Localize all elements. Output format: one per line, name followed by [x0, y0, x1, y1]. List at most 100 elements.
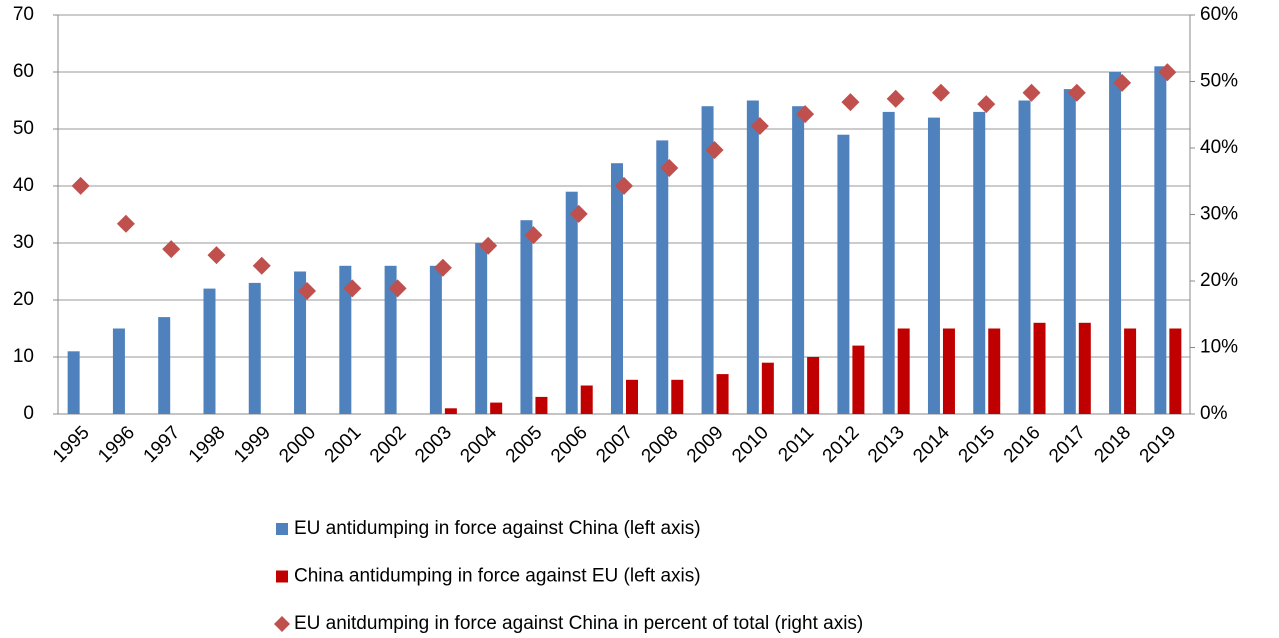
y-tick-label: 60: [13, 61, 34, 82]
x-tick-label: 2000: [275, 422, 320, 467]
y2-tick-label: 30%: [1200, 204, 1238, 225]
legend-label: EU antidumping in force against China (l…: [294, 518, 701, 539]
diamond-marker: [252, 256, 271, 275]
bar: [807, 357, 820, 414]
diamond-marker: [388, 279, 407, 298]
diamond-marker: [931, 83, 950, 102]
bar: [429, 265, 442, 414]
bar: [927, 117, 940, 414]
diamond-marker: [977, 95, 996, 114]
bar: [973, 111, 986, 415]
legend-swatch: [274, 616, 290, 632]
diamond-marker: [615, 176, 633, 195]
diamond-marker: [343, 279, 362, 298]
bar: [611, 163, 623, 414]
x-tick-label: 2001: [321, 422, 366, 467]
diamond-marker: [162, 240, 181, 259]
legend-swatch: [276, 523, 288, 535]
bar: [988, 328, 1001, 414]
diamond-marker: [524, 226, 543, 245]
bar: [1109, 72, 1122, 414]
y2-tick-label: 20%: [1200, 270, 1238, 291]
diamond-marker: [1158, 63, 1177, 82]
y2-tick-label: 60%: [1200, 4, 1238, 25]
bar: [248, 282, 261, 414]
y-tick-label: 0: [23, 403, 34, 424]
bar: [716, 374, 729, 414]
bar: [1063, 89, 1076, 414]
bar: [475, 243, 488, 414]
bar: [203, 288, 216, 414]
bar: [490, 402, 503, 414]
diamond-marker: [660, 158, 679, 177]
bar: [671, 379, 684, 414]
x-tick-label: 2015: [955, 422, 1000, 467]
bar: [444, 408, 457, 414]
x-tick-label: 2019: [1136, 422, 1181, 467]
x-tick-label: 2004: [456, 422, 501, 467]
y-tick-label: 10: [13, 346, 34, 367]
diamond-marker: [750, 117, 769, 136]
diamond-marker: [1022, 83, 1041, 102]
x-tick-label: 2010: [728, 422, 773, 467]
x-tick-label: 1995: [49, 422, 94, 467]
bar: [384, 265, 397, 414]
bar: [882, 111, 895, 415]
bar: [761, 362, 774, 414]
bar: [339, 265, 352, 414]
bar: [565, 191, 578, 414]
diamond-marker: [433, 258, 452, 277]
y-tick-label: 20: [13, 289, 34, 310]
y2-tick-label: 10%: [1200, 337, 1238, 358]
x-tick-label: 1997: [140, 422, 185, 467]
bar: [158, 317, 171, 414]
x-tick-label: 2003: [411, 422, 456, 467]
x-tick-label: 2018: [1090, 422, 1135, 467]
y2-tick-label: 0%: [1200, 403, 1228, 424]
bar: [792, 106, 805, 414]
x-tick-label: 2007: [592, 422, 637, 467]
diamond-marker: [207, 246, 226, 265]
bar: [837, 134, 850, 414]
legend-label: EU anitdumping in force against China in…: [294, 613, 863, 634]
bar: [535, 396, 548, 414]
bar: [1018, 100, 1031, 414]
diamond-marker: [479, 236, 498, 255]
x-tick-label: 2008: [638, 422, 683, 467]
x-tick-label: 1999: [230, 422, 275, 467]
y-tick-label: 70: [13, 4, 34, 25]
diamond-marker: [1113, 73, 1132, 92]
x-tick-label: 2014: [909, 422, 954, 467]
diamond-marker: [298, 281, 317, 300]
bar: [746, 100, 759, 414]
bar: [942, 328, 955, 414]
bar: [1169, 328, 1182, 414]
bar: [1154, 66, 1167, 415]
bar: [580, 385, 593, 414]
diamond-marker: [796, 105, 815, 124]
diamond-marker: [705, 140, 724, 159]
legend-label: China antidumping in force against EU (l…: [294, 566, 701, 587]
diamond-marker: [886, 89, 905, 108]
legend-swatch: [276, 570, 288, 583]
bar: [112, 328, 125, 414]
diamond-marker: [116, 214, 135, 233]
diamond-marker: [569, 204, 588, 223]
bar: [897, 328, 910, 414]
bar: [656, 140, 669, 414]
x-tick-label: 2016: [1000, 422, 1045, 467]
bar: [1124, 328, 1137, 414]
x-tick-label: 2017: [1045, 422, 1090, 467]
x-tick-label: 2013: [864, 422, 909, 467]
x-tick-label: 2011: [774, 422, 818, 466]
bar: [626, 379, 638, 414]
bar: [1078, 322, 1091, 414]
x-tick-label: 2005: [502, 422, 547, 467]
x-tick-label: 2006: [547, 422, 592, 467]
y-tick-label: 50: [13, 118, 34, 139]
y2-tick-label: 50%: [1200, 71, 1238, 92]
bar: [520, 220, 533, 414]
x-tick-label: 1998: [185, 422, 230, 467]
x-tick-label: 2012: [819, 422, 864, 467]
